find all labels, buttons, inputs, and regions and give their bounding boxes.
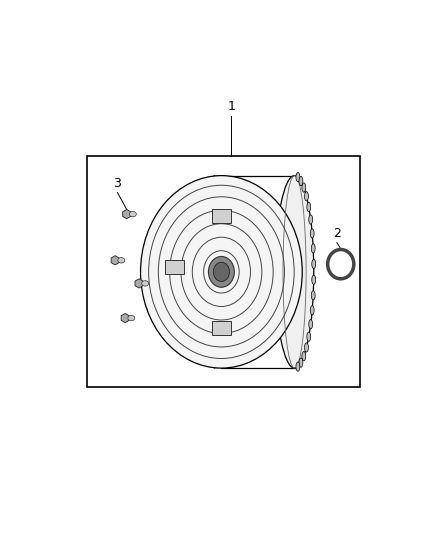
Ellipse shape (296, 362, 300, 372)
FancyBboxPatch shape (212, 321, 231, 335)
Ellipse shape (142, 281, 148, 286)
Ellipse shape (208, 256, 234, 287)
Ellipse shape (213, 262, 230, 281)
Ellipse shape (309, 320, 313, 329)
Ellipse shape (311, 290, 315, 300)
Ellipse shape (128, 316, 135, 321)
Ellipse shape (141, 175, 302, 368)
Ellipse shape (309, 215, 313, 224)
Ellipse shape (310, 229, 314, 238)
Text: 1: 1 (227, 100, 235, 113)
Ellipse shape (299, 358, 303, 367)
FancyBboxPatch shape (212, 209, 231, 223)
Ellipse shape (312, 275, 316, 285)
Ellipse shape (118, 257, 125, 263)
Ellipse shape (302, 183, 306, 192)
Text: 2: 2 (333, 227, 341, 240)
Ellipse shape (302, 352, 306, 361)
Ellipse shape (129, 212, 136, 217)
Ellipse shape (304, 343, 308, 352)
Ellipse shape (276, 175, 314, 368)
Ellipse shape (299, 176, 303, 185)
Ellipse shape (310, 305, 314, 315)
Bar (87, 156, 360, 387)
Ellipse shape (307, 203, 311, 212)
Ellipse shape (312, 260, 316, 269)
FancyBboxPatch shape (166, 260, 184, 274)
Ellipse shape (296, 173, 300, 182)
Ellipse shape (311, 244, 315, 253)
Text: 3: 3 (113, 177, 121, 190)
Ellipse shape (304, 192, 308, 201)
Ellipse shape (307, 332, 311, 341)
